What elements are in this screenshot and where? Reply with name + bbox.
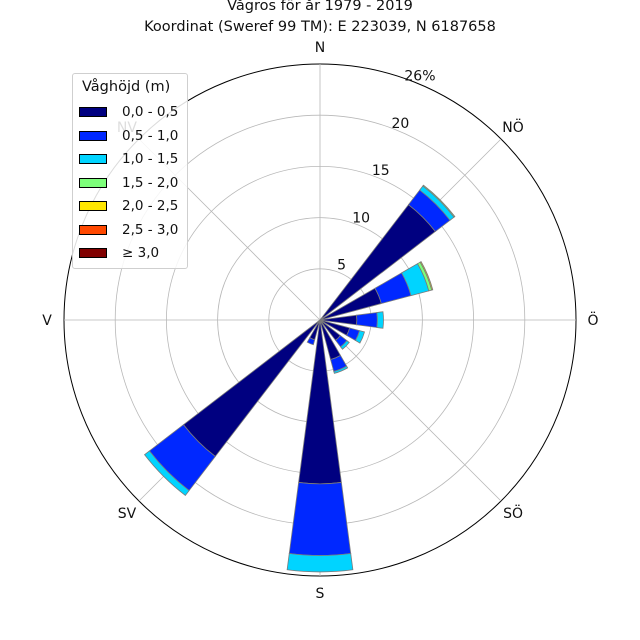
legend-label: ≥ 3,0 (122, 245, 160, 261)
direction-label: Ö (587, 311, 598, 329)
rose-bar-segment (306, 337, 316, 346)
rose-bar-segment (143, 450, 190, 497)
legend-title: Våghöjd (m) (82, 79, 171, 95)
radial-tick-label: 10 (352, 210, 370, 226)
legend-item: 2,0 - 2,5 (79, 197, 178, 215)
legend-label: 0,5 - 1,0 (122, 127, 179, 144)
chart-title: Vågros för år 1979 - 2019 (227, 0, 413, 14)
chart-subtitle: Koordinat (Sweref 99 TM): E 223039, N 61… (144, 19, 496, 35)
direction-label: SÖ (503, 504, 523, 522)
legend-swatch (79, 224, 107, 235)
legend-label: 0,0 - 0,5 (122, 104, 179, 120)
rose-bar-segment (333, 365, 349, 374)
rose-bar-segment (356, 312, 378, 328)
legend-item: ≥ 3,0 (79, 244, 159, 262)
legend-item: 2,5 - 3,0 (79, 221, 178, 239)
legend-label: 1,5 - 2,0 (122, 174, 179, 191)
radial-tick-label: 26% (404, 68, 435, 84)
rose-bar-segment (340, 340, 350, 350)
legend-item: 0,5 - 1,0 (79, 127, 178, 145)
rose-bar-segment (419, 261, 434, 291)
radial-tick-label: 5 (337, 258, 346, 274)
legend-swatch (79, 107, 107, 117)
rose-bar-segment (288, 481, 352, 556)
direction-label: SV (118, 506, 137, 522)
direction-label: N (315, 40, 325, 56)
legend-swatch (79, 130, 107, 141)
legend-item: 1,5 - 2,0 (79, 174, 178, 192)
direction-label: NÖ (502, 118, 524, 136)
legend-swatch (79, 248, 107, 258)
rose-bar-segment (376, 311, 384, 329)
legend-swatch (79, 177, 107, 188)
grid-spoke (319, 319, 502, 502)
legend-label: 1,0 - 1,5 (122, 151, 179, 167)
legend: Våghöjd (m) 0,0 - 0,5 0,5 - 1,0 1,0 - 1,5 1… (72, 73, 188, 269)
legend-item: 1,0 - 1,5 (79, 150, 178, 168)
rose-bar-segment (298, 319, 342, 485)
rose-bar-segment (422, 184, 456, 218)
rose-bar-segment (286, 553, 354, 573)
rose-bar-segment (354, 330, 365, 344)
radial-tick-label: 15 (372, 163, 390, 179)
legend-label: 2,5 - 3,0 (122, 221, 179, 238)
direction-label: V (42, 313, 52, 329)
rose-bar-segment (182, 319, 321, 458)
radial-tick-label: 20 (391, 116, 409, 132)
legend-swatch (79, 154, 107, 164)
legend-item: 0,0 - 0,5 (79, 103, 178, 121)
legend-swatch (79, 201, 107, 211)
direction-label: S (316, 586, 325, 602)
legend-label: 2,0 - 2,5 (122, 198, 179, 214)
